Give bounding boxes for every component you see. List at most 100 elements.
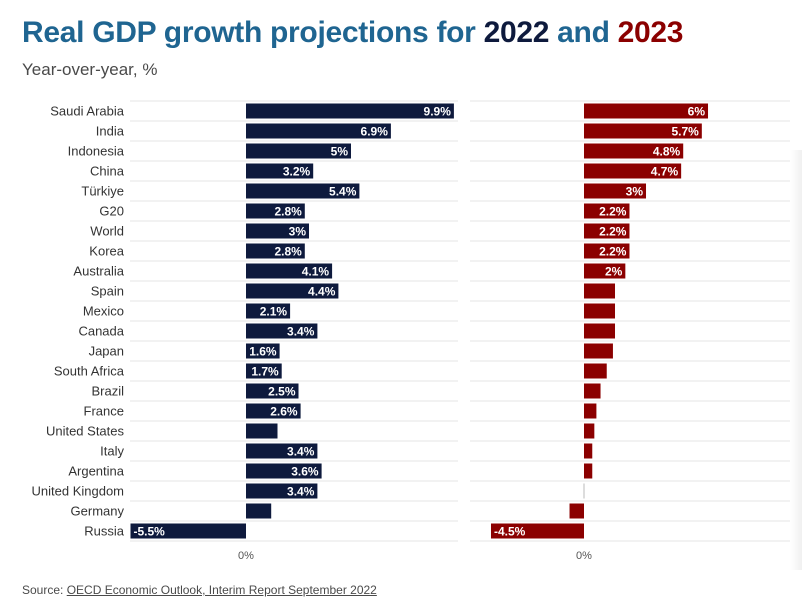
data-label: 3.4% [287, 445, 315, 459]
source-note: Source: OECD Economic Outlook, Interim R… [22, 583, 377, 597]
category-label: Brazil [91, 384, 124, 399]
bar-2022 [246, 143, 351, 159]
category-label: Canada [78, 324, 124, 339]
bar-2022 [246, 363, 282, 379]
data-label: 4.7% [651, 165, 679, 179]
bar-2023 [584, 243, 630, 259]
bar-chart: Saudi Arabia India Indonesia China Türkiye G2… [32, 100, 790, 562]
source-link[interactable]: OECD Economic Outlook, Interim Report Se… [66, 583, 377, 597]
data-label: -4.5% [494, 525, 526, 539]
bar-2022 [246, 463, 322, 479]
data-label: 1.7% [251, 365, 279, 379]
bar-2022 [246, 123, 391, 139]
bar-2022 [246, 303, 291, 319]
data-label: 6.9% [361, 125, 389, 139]
data-label: 4.1% [302, 265, 330, 279]
bar-2022 [246, 243, 305, 259]
data-label: 2.5% [268, 385, 296, 399]
bar-2022 [246, 343, 280, 359]
data-label: 2.8% [274, 245, 302, 259]
bar-2023 [584, 403, 597, 419]
bar-2022 [130, 523, 246, 539]
category-label: Germany [71, 504, 125, 519]
bar-2023 [584, 323, 616, 339]
data-label: 9.9% [424, 105, 452, 119]
bar-2022 [246, 483, 318, 499]
bar-2023 [584, 343, 613, 359]
data-label: 4.4% [308, 285, 336, 299]
category-label: Australia [73, 264, 124, 279]
category-label: Saudi Arabia [50, 104, 124, 119]
category-label: United States [46, 424, 125, 439]
bar-2023 [584, 363, 607, 379]
bar-2022 [246, 263, 333, 279]
bar-2022 [246, 183, 360, 199]
category-label: Indonesia [68, 144, 125, 159]
data-label: 5.7% [671, 125, 699, 139]
bar-2023 [584, 203, 630, 219]
chart-subtitle: Year-over-year, % [22, 60, 158, 79]
category-label: Argentina [68, 464, 124, 479]
data-label: 2.2% [599, 205, 627, 219]
data-label: 2.2% [599, 225, 627, 239]
data-label: 3% [289, 225, 307, 239]
source-label: Source: [22, 583, 67, 597]
bar-2023 [584, 123, 702, 139]
bar-2022 [246, 103, 454, 119]
title-and: and [549, 16, 618, 49]
bar-2023 [584, 183, 647, 199]
bar-2022 [246, 383, 299, 399]
bar-2023 [584, 443, 593, 459]
category-label: Korea [89, 244, 124, 259]
bar-2023 [584, 263, 626, 279]
bar-2023 [490, 523, 584, 539]
category-label: United Kingdom [32, 484, 125, 499]
data-label: 3.2% [283, 165, 311, 179]
category-label: South Africa [54, 364, 125, 379]
data-label: 1.6% [249, 345, 277, 359]
category-label: China [90, 164, 125, 179]
category-label: World [90, 224, 124, 239]
data-label: 6% [688, 105, 706, 119]
bar-2023 [584, 223, 630, 239]
data-label: 2.8% [274, 205, 302, 219]
data-label: 5.4% [329, 185, 357, 199]
category-label: Italy [100, 444, 124, 459]
category-label: Russia [84, 524, 125, 539]
data-label: -5.5% [134, 525, 166, 539]
bar-2023 [584, 423, 595, 439]
edge-shade [790, 150, 802, 570]
bar-2023 [584, 163, 682, 179]
category-label: Spain [91, 284, 124, 299]
data-label: 2.1% [260, 305, 288, 319]
category-label: India [96, 124, 125, 139]
data-label: 2.6% [270, 405, 298, 419]
data-label: 3.6% [291, 465, 319, 479]
bar-2022 [246, 203, 305, 219]
category-label: G20 [99, 204, 124, 219]
bar-2022 [246, 163, 314, 179]
bar-2023 [584, 303, 616, 319]
category-label: Mexico [83, 304, 124, 319]
bar-2022 [246, 223, 309, 239]
data-label: 5% [331, 145, 349, 159]
chart-title: Real GDP growth projections for 2022 and… [22, 16, 683, 50]
bar-2023 [584, 463, 593, 479]
bar-2022 [246, 323, 318, 339]
data-label: 4.8% [653, 145, 681, 159]
axis-tick-label: 0% [238, 550, 254, 562]
bar-2022 [246, 443, 318, 459]
category-label: Türkiye [81, 184, 124, 199]
category-label: France [84, 404, 124, 419]
data-label: 2.2% [599, 245, 627, 259]
bar-2023 [584, 283, 616, 299]
data-label: 3.4% [287, 325, 315, 339]
data-label: 2% [605, 265, 623, 279]
category-label: Japan [89, 344, 124, 359]
bar-2023 [569, 503, 584, 519]
bar-2022 [246, 283, 339, 299]
bar-2023 [584, 103, 709, 119]
title-year-2022: 2022 [483, 16, 550, 49]
data-label: 3.4% [287, 485, 315, 499]
axis-tick-label: 0% [576, 550, 592, 562]
